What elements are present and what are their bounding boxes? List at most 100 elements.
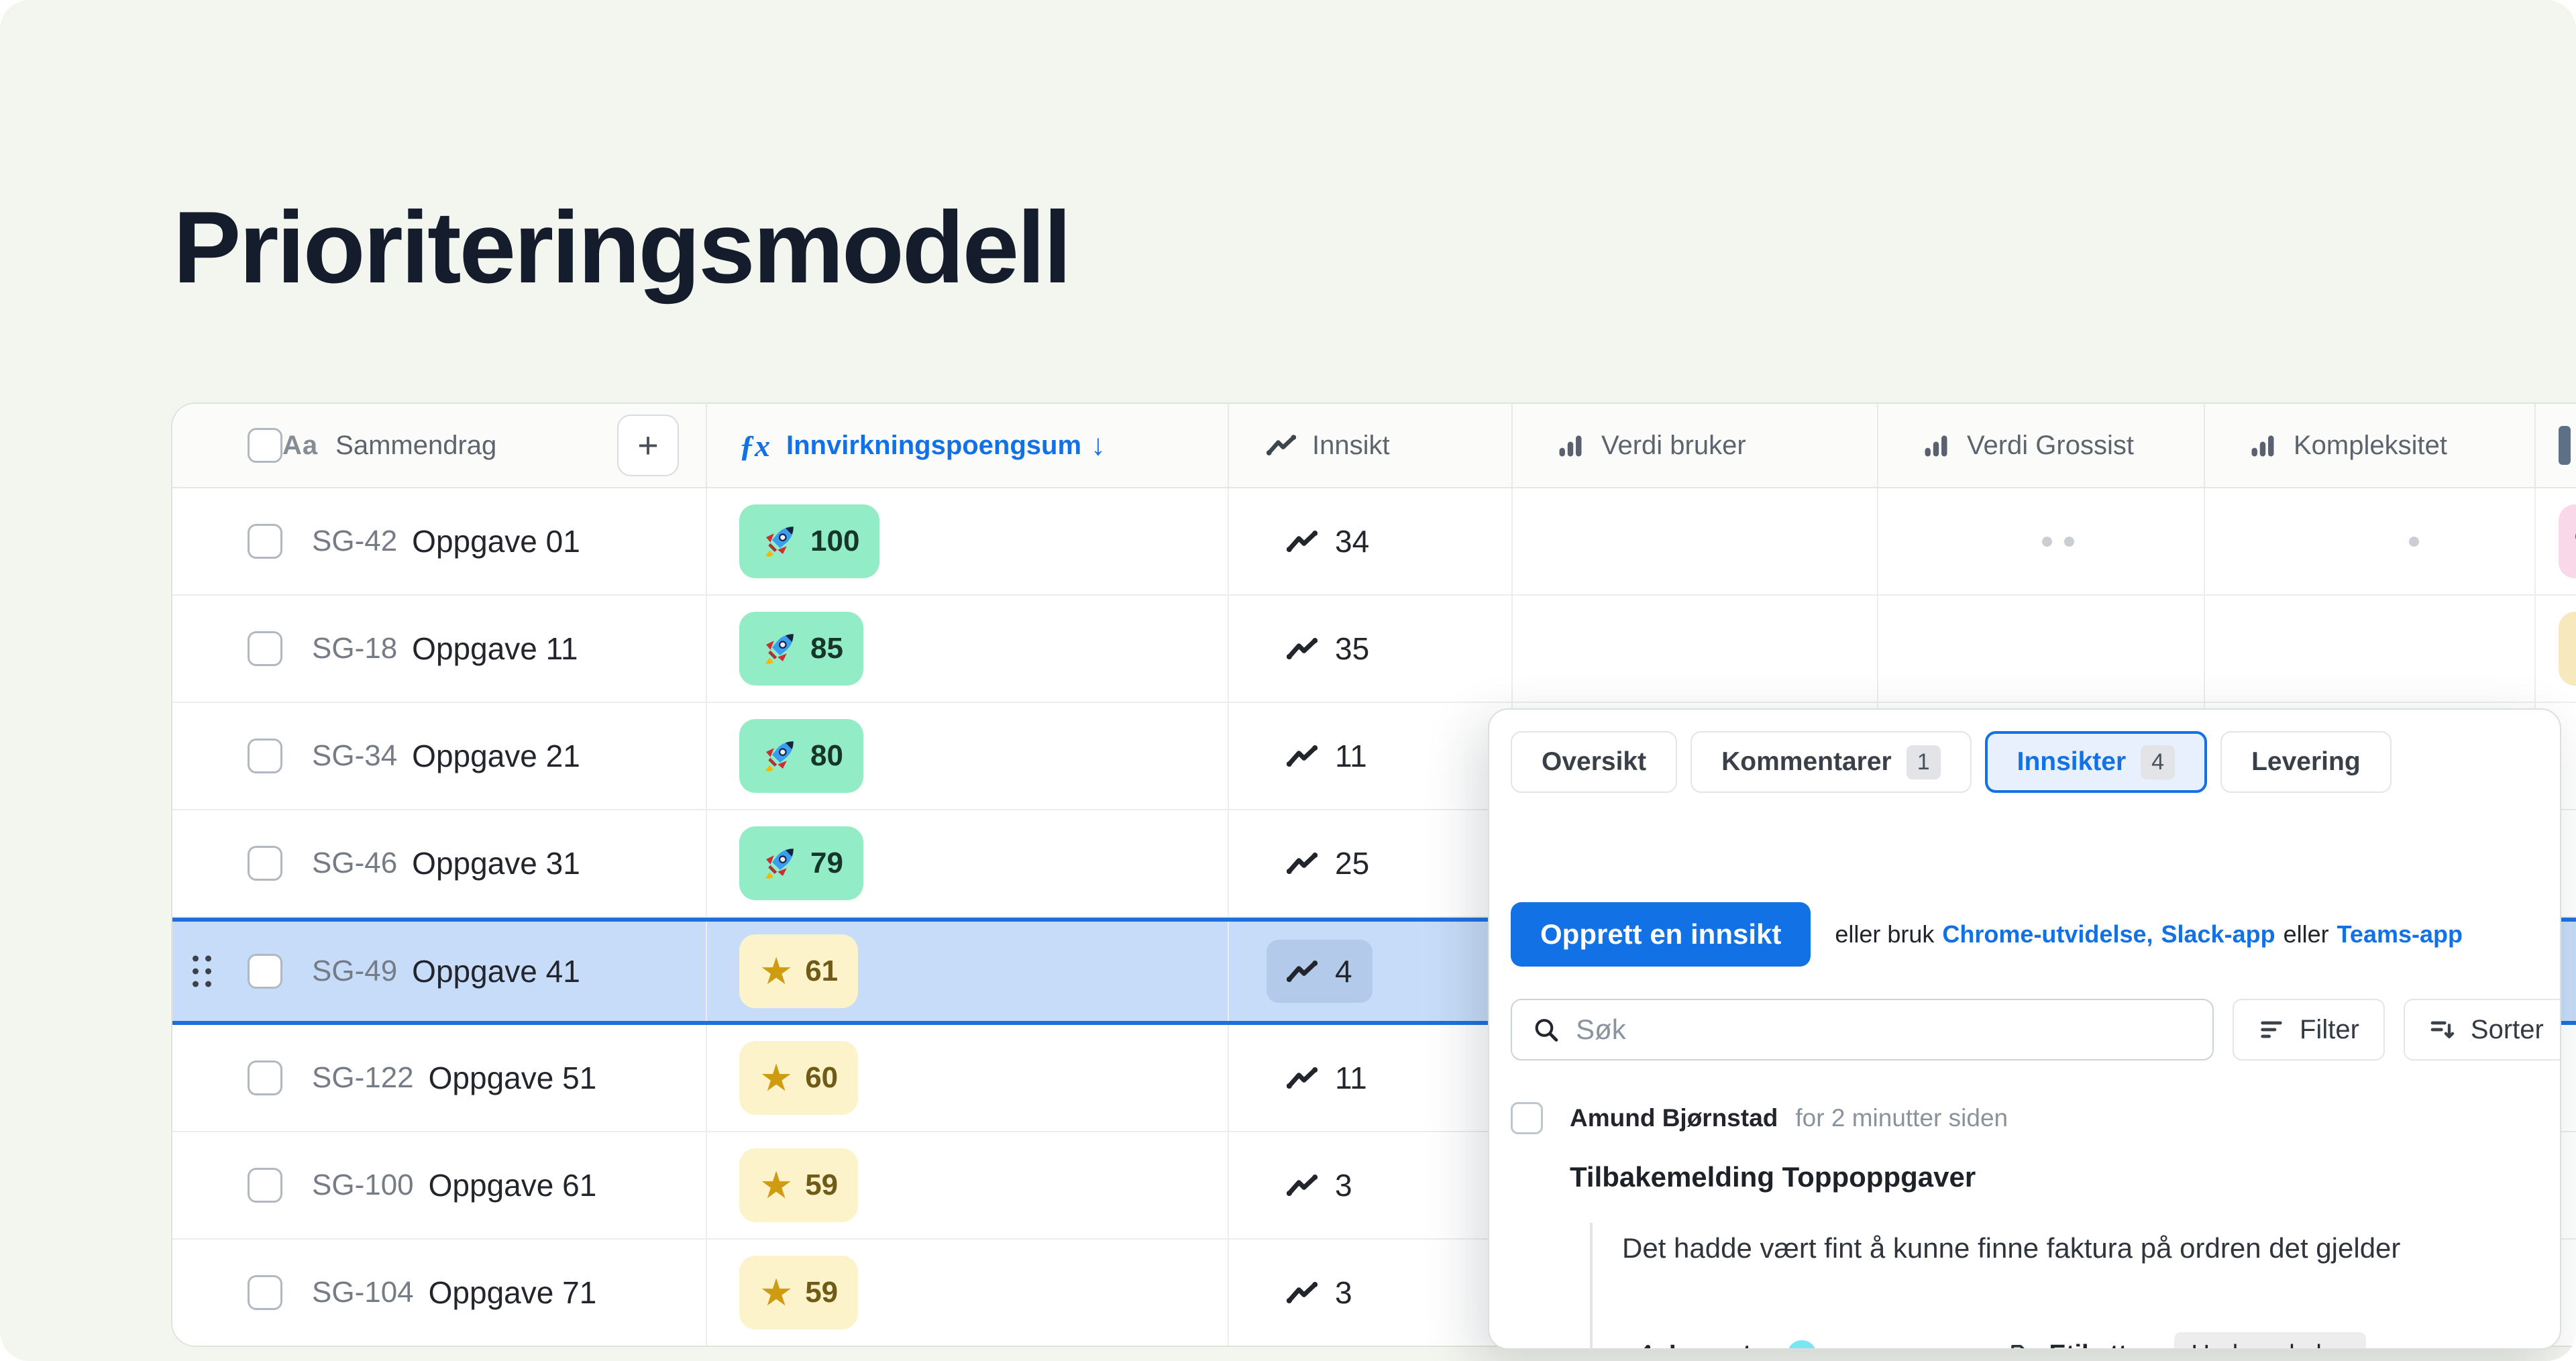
value-user-cell[interactable] [1513, 596, 1878, 702]
row-name: Oppgave 41 [412, 954, 580, 989]
rating-dot-empty [2042, 536, 2052, 547]
value-wholesaler-cell[interactable] [1878, 596, 2205, 702]
rating-dot [1921, 527, 1949, 555]
sort-button[interactable]: Sorter [2403, 999, 2560, 1060]
insight-title[interactable]: Tilbakemelding Toppoppgaver [1570, 1161, 1976, 1193]
filter-button[interactable]: Filter [2233, 999, 2385, 1060]
row-checkbox[interactable] [248, 954, 282, 989]
labels-group[interactable]: Etiketter [2008, 1340, 2151, 1348]
summary-cell[interactable]: SG-46 Oppgave 31 [172, 810, 707, 916]
row-checkbox[interactable] [248, 846, 282, 881]
insight-count-cell[interactable]: 25 [1229, 810, 1513, 916]
rating-dot [2288, 635, 2316, 663]
impact-score-cell[interactable]: ★ 59 [707, 1132, 1229, 1238]
dot-rating[interactable] [1921, 635, 2110, 663]
summary-cell[interactable]: SG-34 Oppgave 21 [172, 703, 707, 809]
partial-column-icon [2559, 426, 2571, 465]
dot-rating[interactable] [1556, 527, 1745, 555]
summary-cell[interactable]: SG-122 Oppgave 51 [172, 1025, 707, 1131]
insight-count-cell[interactable]: 4 [1229, 918, 1513, 1025]
summary-cell[interactable]: SG-18 Oppgave 11 [172, 596, 707, 702]
insight-zigzag-icon [1287, 745, 1318, 767]
chrome-extension-link[interactable]: Chrome-utvidelse, [1942, 920, 2153, 948]
insight-count-cell[interactable]: 11 [1229, 703, 1513, 809]
add-column-button[interactable]: + [617, 415, 679, 476]
tab-kommentarer[interactable]: Kommentarer 1 [1690, 731, 1972, 793]
impact-score-cell[interactable]: ★ 59 [707, 1240, 1229, 1346]
summary-cell[interactable]: SG-49 Oppgave 41 [172, 918, 707, 1025]
rating-dot [1636, 527, 1664, 555]
impact-score-cell[interactable]: ★ 60 [707, 1025, 1229, 1131]
tab-innsikter[interactable]: Innsikter 4 [1984, 731, 2208, 793]
tab-label: Oversikt [1542, 747, 1647, 776]
row-checkbox[interactable] [248, 524, 282, 559]
value-user-cell[interactable] [1513, 488, 1878, 594]
impact-score-cell[interactable]: ★ 61 [707, 918, 1229, 1025]
row-id: SG-104 [312, 1276, 414, 1309]
sort-descending-icon: ↓ [1091, 429, 1106, 461]
row-checkbox[interactable] [248, 631, 282, 666]
dot-rating[interactable] [1556, 635, 1745, 663]
star-icon: ★ [759, 1271, 794, 1313]
score-badge: 80 [739, 719, 863, 793]
select-all-checkbox[interactable] [248, 428, 282, 463]
summary-cell[interactable]: SG-42 Oppgave 01 [172, 488, 707, 594]
impact-score-cell[interactable]: 79 [707, 810, 1229, 916]
rating-dot [2082, 635, 2110, 663]
rating-dot [2002, 527, 2030, 555]
header-value-wholesaler[interactable]: Verdi Grossist [1878, 404, 2205, 487]
row-checkbox[interactable] [248, 1060, 282, 1095]
dot-rating[interactable] [2248, 527, 2419, 555]
insight-count-cell[interactable]: 3 [1229, 1240, 1513, 1346]
insight-count-cell[interactable]: 34 [1229, 488, 1513, 594]
value-wholesaler-cell[interactable] [1878, 488, 2205, 594]
rating-dot [2248, 527, 2276, 555]
header-insight-label: Innsikt [1312, 430, 1390, 460]
filter-label: Filter [2300, 1014, 2359, 1044]
score-value: 61 [805, 955, 839, 987]
label-tag[interactable]: Undersøkelse [2174, 1332, 2366, 1348]
header-summary[interactable]: Aa Sammendrag + [172, 404, 707, 487]
tab-levering[interactable]: Levering [2220, 731, 2392, 793]
summary-cell[interactable]: SG-104 Oppgave 71 [172, 1240, 707, 1346]
rating-dot-empty [2409, 536, 2419, 547]
header-complexity[interactable]: Kompleksitet [2205, 404, 2536, 487]
dot-rating[interactable] [2248, 635, 2437, 663]
header-value-user[interactable]: Verdi bruker [1513, 404, 1878, 487]
insight-count-cell[interactable]: 3 [1229, 1132, 1513, 1238]
row-checkbox[interactable] [248, 739, 282, 773]
table-row[interactable]: SG-18 Oppgave 11 85 35 [172, 596, 2576, 703]
header-impact-score-label: Innvirkningspoengsum [786, 430, 1082, 460]
rating-dot [1962, 527, 1990, 555]
search-input[interactable] [1576, 1014, 2192, 1046]
insight-count-cell[interactable]: 11 [1229, 1025, 1513, 1131]
header-insight[interactable]: Innsikt [1229, 404, 1513, 487]
summary-cell[interactable]: SG-100 Oppgave 61 [172, 1132, 707, 1238]
rocket-icon [765, 527, 794, 557]
row-checkbox[interactable] [248, 1275, 282, 1310]
dot-rating[interactable] [1921, 527, 2074, 555]
impact-score-cell[interactable]: 80 [707, 703, 1229, 809]
table-row[interactable]: SG-42 Oppgave 01 100 34 ❤ [172, 488, 2576, 596]
impact-score-cell[interactable]: 85 [707, 596, 1229, 702]
complexity-cell[interactable] [2205, 596, 2536, 702]
slack-app-link[interactable]: Slack-app [2161, 920, 2275, 948]
heart-badge: ❤ [2559, 504, 2576, 578]
complexity-cell[interactable] [2205, 488, 2536, 594]
search-box[interactable] [1511, 999, 2214, 1060]
filter-icon [2261, 1021, 2282, 1038]
teams-app-link[interactable]: Teams-app [2337, 920, 2463, 948]
drag-handle-icon[interactable] [193, 955, 211, 987]
insight-count-cell[interactable]: 35 [1229, 596, 1513, 702]
create-insight-button[interactable]: Opprett en innsikt [1511, 902, 1811, 967]
table-header-row: Aa Sammendrag + ƒx Innvirkningspoengsum … [172, 404, 2576, 488]
tab-count-badge: 4 [2141, 745, 2176, 779]
impact-score-cell[interactable]: 100 [707, 488, 1229, 594]
impact-dots[interactable] [1787, 1340, 1935, 1348]
insight-checkbox[interactable] [1511, 1102, 1543, 1134]
header-impact-score[interactable]: ƒx Innvirkningspoengsum ↓ [707, 404, 1229, 487]
tab-oversikt[interactable]: Oversikt [1511, 731, 1678, 793]
insight-count: 3 [1335, 1168, 1352, 1203]
rating-dot [1676, 635, 1705, 663]
row-checkbox[interactable] [248, 1168, 282, 1203]
